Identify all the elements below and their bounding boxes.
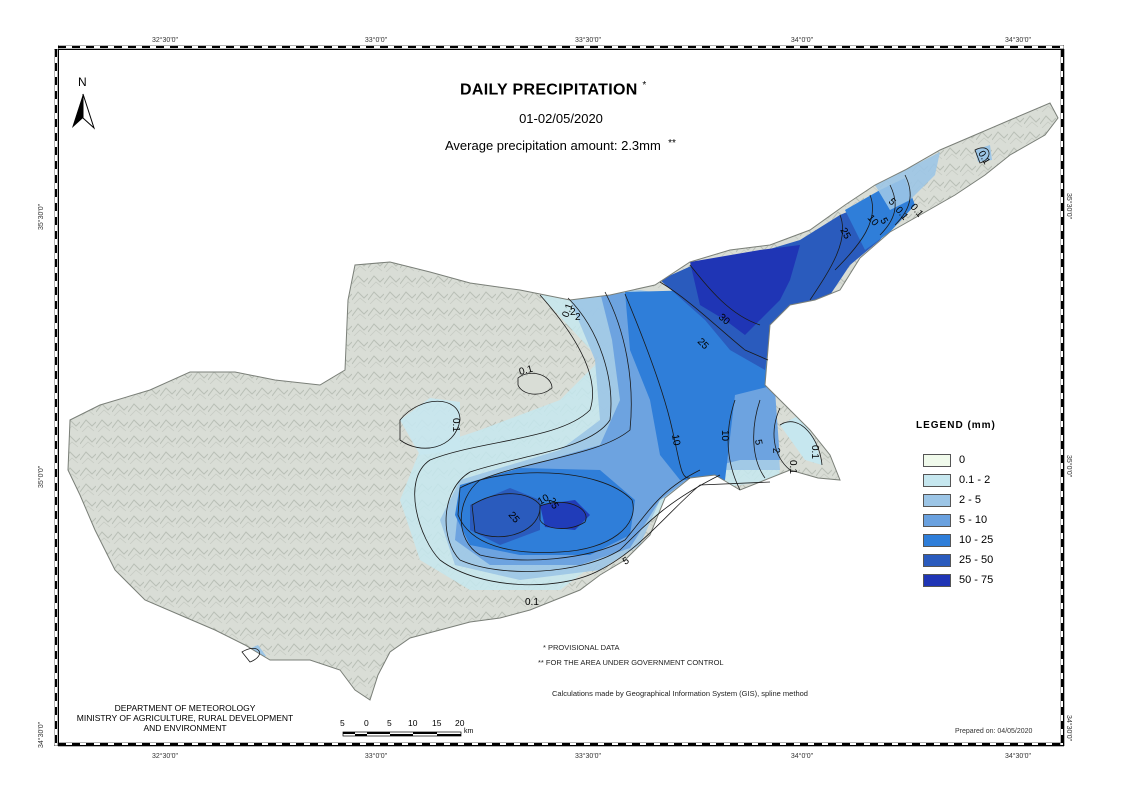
graticule-top-label: 34°30'0" (1004, 37, 1032, 44)
department-line: MINISTRY OF AGRICULTURE, RURAL DEVELOPME… (76, 713, 294, 723)
legend-label: 0.1 - 2 (959, 474, 991, 486)
department-line: AND ENVIRONMENT (143, 723, 227, 733)
legend-item: 0.1 - 2 (923, 473, 990, 487)
legend-label: 0 (959, 454, 966, 466)
scale-label: 5 (387, 718, 392, 728)
contour-label: 5 (621, 555, 632, 568)
scale-label: 10 (408, 718, 418, 728)
graticule-top-label: 34°0'0" (790, 37, 814, 44)
legend-item: 2 - 5 (923, 493, 981, 507)
graticule-bottom-label: 34°0'0" (790, 753, 814, 760)
department-block: DEPARTMENT OF METEOROLOGY MINISTRY OF AG… (60, 703, 310, 733)
contour-label: 5 (752, 439, 764, 447)
legend-swatch (923, 553, 951, 567)
legend-swatch (923, 493, 951, 507)
north-arrow-icon (72, 93, 96, 130)
right-ruler (1060, 49, 1065, 746)
graticule-bottom-label: 33°0'0" (364, 753, 388, 760)
prepared-date: Prepared on: 04/05/2020 (955, 728, 1033, 735)
contour-label: 0.1 (809, 445, 820, 459)
title-text: DAILY PRECIPITATION (460, 81, 638, 99)
graticule-left-label: 35°0'0" (38, 465, 45, 488)
contour-label: 0.1 (518, 364, 535, 378)
contour-label: 2 (770, 447, 781, 454)
scale-label: 15 (432, 718, 442, 728)
top-ruler (58, 45, 1064, 50)
graticule-left-label: 34°30'0" (38, 721, 45, 748)
scale-label: 0 (364, 718, 369, 728)
legend-title: LEGEND (mm) (916, 420, 996, 431)
contour-label: 0.1 (450, 418, 461, 432)
legend-label: 5 - 10 (959, 514, 988, 526)
graticule-bottom-label: 33°30'0" (574, 753, 602, 760)
bottom-ruler (58, 742, 1064, 747)
graticule-bottom-label: 32°30'0" (151, 753, 179, 760)
contour-label: 25 (837, 226, 852, 242)
provisional-note: * PROVISIONAL DATA (543, 643, 620, 652)
government-note: ** FOR THE AREA UNDER GOVERNMENT CONTROL (538, 658, 724, 667)
contour-label: 25 (545, 496, 560, 512)
department-line: DEPARTMENT OF METEOROLOGY (114, 703, 256, 713)
left-ruler (54, 49, 59, 746)
scale-label: 20 (455, 718, 465, 728)
contour-label: 0.1 (787, 460, 798, 474)
contour-label: 0.1 (525, 597, 539, 608)
legend-item: 10 - 25 (923, 533, 993, 547)
legend-swatch (923, 453, 951, 467)
contour-label: 5 (877, 216, 890, 227)
legend-item: 25 - 50 (923, 553, 993, 567)
legend-item: 50 - 75 (923, 573, 993, 587)
legend-label: 10 - 25 (959, 534, 994, 546)
legend-swatch (923, 573, 951, 587)
average-mark: ** (668, 138, 676, 149)
coastline (67, 102, 1059, 701)
legend-label: 50 - 75 (959, 574, 994, 586)
legend-swatch (923, 533, 951, 547)
legend-item: 0 (923, 453, 965, 467)
graticule-top-label: 33°0'0" (364, 37, 388, 44)
legend-swatch (923, 513, 951, 527)
date-range: 01-02/05/2020 (519, 111, 603, 126)
contour-label: 10 (719, 430, 730, 442)
method-note: Calculations made by Geographical Inform… (552, 689, 808, 698)
graticule-top-label: 33°30'0" (574, 37, 602, 44)
scale-bar (342, 731, 462, 737)
contour-label: 0.1 (560, 302, 575, 319)
legend-item: 5 - 10 (923, 513, 987, 527)
contour-label: 2 (575, 312, 581, 323)
legend-swatch (923, 473, 951, 487)
scale-label: 5 (340, 718, 345, 728)
map-title: DAILY PRECIPITATION * (460, 80, 647, 99)
contour-lines (241, 147, 990, 663)
average-text: Average precipitation amount: 2.3mm (445, 138, 661, 153)
average-precipitation: Average precipitation amount: 2.3mm ** (445, 138, 676, 153)
north-label: N (78, 75, 87, 89)
legend-label: 2 - 5 (959, 494, 982, 506)
contour-label: 10 (669, 434, 682, 447)
scale-unit: km (464, 728, 474, 735)
title-mark: * (642, 80, 647, 91)
legend-label: 25 - 50 (959, 554, 994, 566)
graticule-left-label: 35°30'0" (38, 203, 45, 230)
contour-label: 2 (570, 307, 576, 318)
contour-label: 10 (536, 492, 552, 507)
graticule-top-label: 32°30'0" (151, 37, 179, 44)
graticule-bottom-label: 34°30'0" (1004, 753, 1032, 760)
